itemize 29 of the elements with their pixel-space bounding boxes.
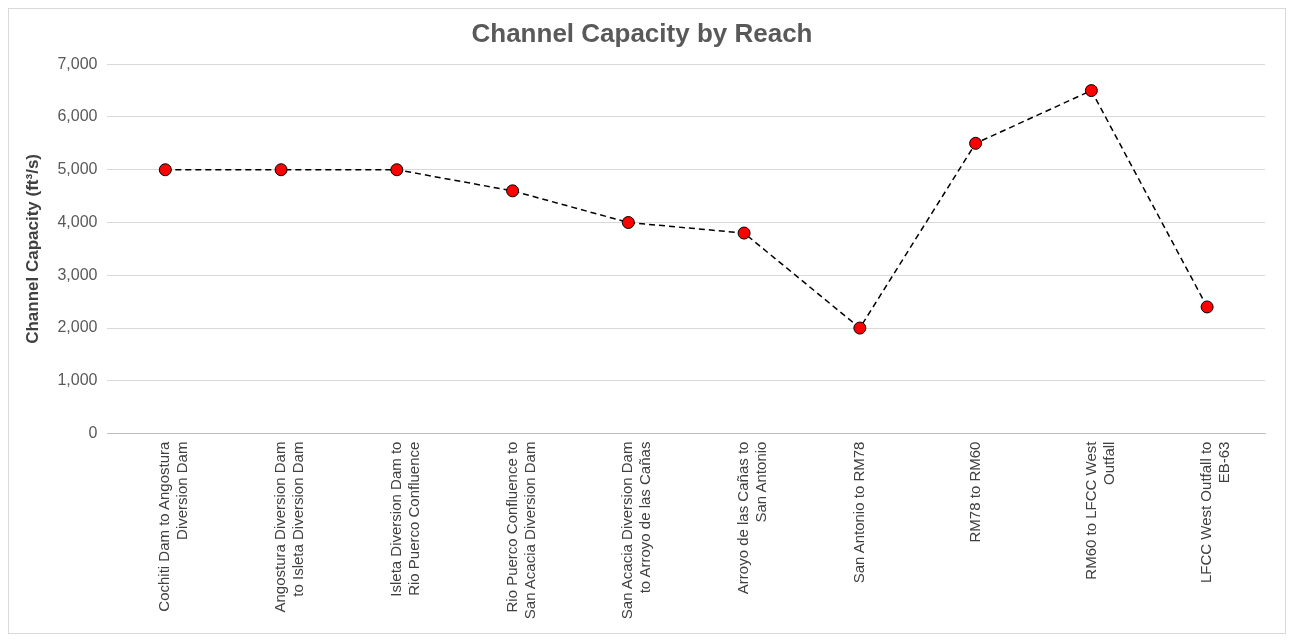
- point: [737, 226, 751, 240]
- point: [1200, 300, 1214, 314]
- point: [274, 163, 288, 177]
- point: [969, 136, 983, 150]
- x-tick-label: Rio Puerco Confluence to San Acacia Diversion Dam: [502, 441, 538, 620]
- chart-title: Channel Capacity by Reach: [471, 17, 813, 48]
- x-tick-label: LFCC West Outfall to EB-63: [1197, 441, 1233, 584]
- y-tick-label: 5,000: [57, 160, 98, 178]
- x-tick-label: San Acacia Diversion Dam to Arroyo de las Cañas: [618, 441, 654, 620]
- x-tick-label: RM60 to LFCC West Outfall: [1081, 440, 1117, 580]
- x-tick-label: San Antonio to RM78: [849, 441, 867, 584]
- y-tick-label: 7,000: [57, 54, 98, 72]
- point: [853, 321, 867, 335]
- x-tick-label: Arroyo de las Cañas to San Antonio: [734, 441, 770, 595]
- y-tick-label: 0: [88, 424, 98, 441]
- y-axis-title: Channel Capacity (ft³/s): [22, 153, 42, 344]
- point: [158, 163, 172, 177]
- point: [621, 216, 635, 230]
- point: [506, 184, 520, 198]
- point: [390, 163, 404, 177]
- y-tick-label: 3,000: [57, 265, 98, 283]
- point: [1084, 84, 1098, 98]
- y-tick-label: 2,000: [57, 318, 98, 336]
- y-tick-label: 6,000: [57, 107, 98, 125]
- x-tick-label: Angostura Diversion Dam to Isleta Diversion Dam: [271, 441, 307, 613]
- y-tick-label: 1,000: [57, 371, 98, 389]
- y-tick-label: 4,000: [57, 212, 98, 230]
- x-tick-label: RM78 to RM60: [965, 441, 983, 543]
- x-tick-label: Cochiti Dam to Angostura Diversion Dam: [155, 440, 191, 612]
